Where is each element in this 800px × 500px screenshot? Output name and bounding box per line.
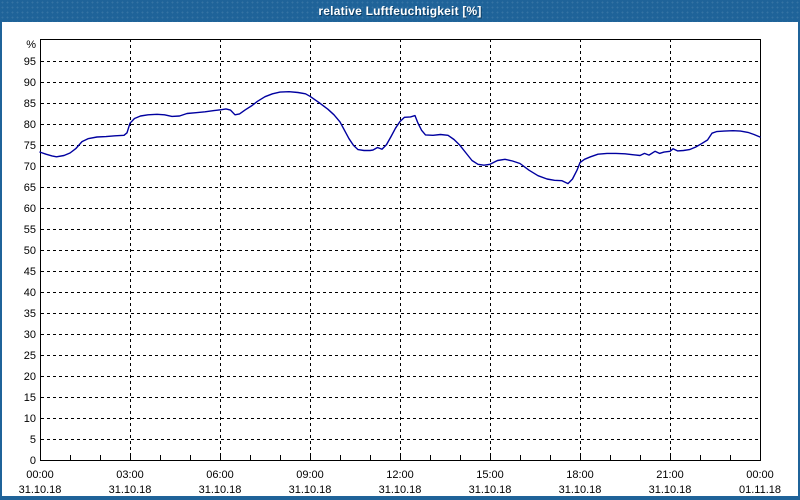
x-gridlines [130, 39, 671, 460]
svg-text:85: 85 [24, 98, 36, 110]
svg-text:95: 95 [24, 56, 36, 68]
svg-text:31.10.18: 31.10.18 [559, 484, 602, 496]
svg-text:%: % [26, 39, 36, 51]
svg-text:25: 25 [24, 350, 36, 362]
svg-text:31.10.18: 31.10.18 [649, 484, 692, 496]
svg-text:31.10.18: 31.10.18 [469, 484, 512, 496]
svg-text:15: 15 [24, 392, 36, 404]
svg-text:03:00: 03:00 [116, 469, 144, 481]
svg-text:35: 35 [24, 308, 36, 320]
svg-text:00:00: 00:00 [26, 469, 54, 481]
plot-border [40, 39, 761, 461]
svg-text:06:00: 06:00 [206, 469, 234, 481]
svg-text:55: 55 [24, 224, 36, 236]
hour-ticks [40, 455, 761, 460]
svg-text:75: 75 [24, 140, 36, 152]
svg-text:80: 80 [24, 119, 36, 131]
svg-text:18:00: 18:00 [566, 469, 594, 481]
svg-text:70: 70 [24, 161, 36, 173]
svg-text:31.10.18: 31.10.18 [379, 484, 422, 496]
svg-text:90: 90 [24, 77, 36, 89]
svg-text:45: 45 [24, 266, 36, 278]
svg-text:65: 65 [24, 182, 36, 194]
svg-text:31.10.18: 31.10.18 [19, 484, 62, 496]
svg-text:09:00: 09:00 [296, 469, 324, 481]
humidity-line [39, 90, 761, 185]
svg-text:10: 10 [24, 413, 36, 425]
svg-text:30: 30 [24, 329, 36, 341]
svg-text:31.10.18: 31.10.18 [289, 484, 332, 496]
svg-text:21:00: 21:00 [656, 469, 684, 481]
svg-text:5: 5 [30, 434, 36, 446]
window-border-right [798, 22, 800, 500]
window-title: relative Luftfeuchtigkeit [%] [318, 4, 482, 18]
svg-text:31.10.18: 31.10.18 [199, 484, 242, 496]
svg-text:40: 40 [24, 287, 36, 299]
window-titlebar: relative Luftfeuchtigkeit [%] [0, 0, 800, 22]
svg-text:0: 0 [30, 455, 36, 467]
window-border-left [0, 22, 2, 500]
svg-text:12:00: 12:00 [386, 469, 414, 481]
svg-text:01.11.18: 01.11.18 [739, 484, 781, 496]
svg-text:31.10.18: 31.10.18 [109, 484, 152, 496]
window-border-bottom [0, 496, 800, 500]
svg-text:50: 50 [24, 245, 36, 257]
svg-text:20: 20 [24, 371, 36, 383]
svg-text:60: 60 [24, 203, 36, 215]
svg-text:15:00: 15:00 [476, 469, 504, 481]
x-axis-labels: 00:00 31.10.18 03:00 31.10.18 06:00 31.10.18 0… [19, 469, 781, 496]
y-axis-labels: 0 5 10 15 20 25 30 35 40 45 50 55 60 65 70 75 80 85 90 95% [24, 39, 36, 467]
svg-text:00:00: 00:00 [746, 469, 774, 481]
